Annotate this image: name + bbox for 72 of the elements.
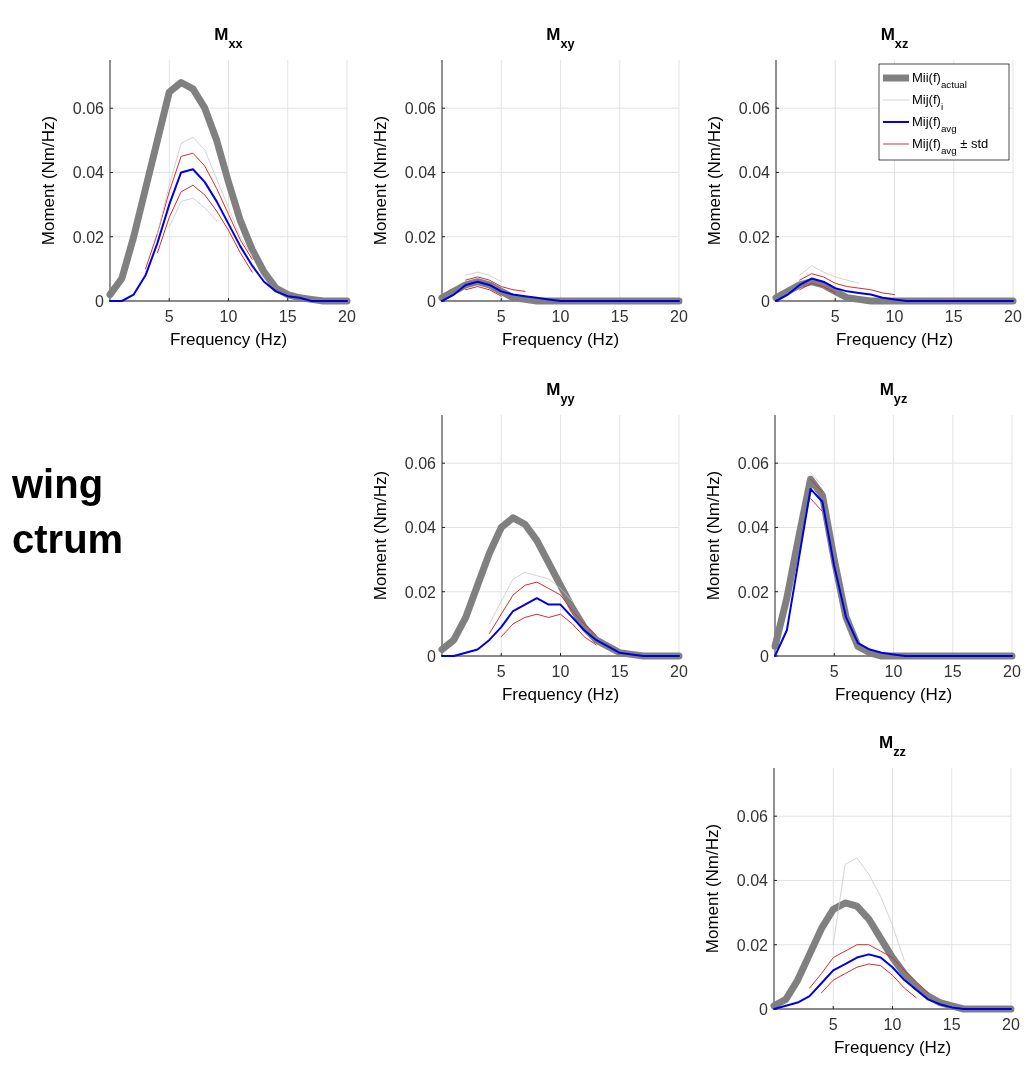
x-tick-label: 20 xyxy=(670,308,688,325)
x-tick-label: 10 xyxy=(219,308,238,325)
y-tick-label: 0.02 xyxy=(404,228,437,246)
x-tick-label: 15 xyxy=(944,308,963,325)
y-tick-label: 0.04 xyxy=(736,872,769,890)
chart-title: M$_{yy}$ xyxy=(546,380,576,406)
x-tick-label: 10 xyxy=(885,308,904,325)
x-tick-label: 20 xyxy=(1004,308,1022,325)
x-tick-label: 10 xyxy=(883,1016,902,1033)
y-tick-label: 0.02 xyxy=(736,936,769,954)
x-tick-label: 20 xyxy=(1002,1016,1020,1033)
legend-label: Mij(f)$_{i}$ xyxy=(912,92,944,112)
y-tick-label: 0.06 xyxy=(404,455,437,473)
y-tick-label: 0.02 xyxy=(737,583,770,601)
x-axis-title: Frequency (Hz) xyxy=(169,330,288,349)
x-tick-label: 5 xyxy=(164,308,174,325)
chart-title: M$_{xz}$ xyxy=(880,25,909,51)
x-tick-label: 5 xyxy=(829,663,839,680)
x-tick-label: 15 xyxy=(278,308,297,325)
y-tick-label: 0.04 xyxy=(737,519,770,537)
x-tick-label: 5 xyxy=(828,1016,838,1033)
x-axis-title: Frequency (Hz) xyxy=(834,685,953,704)
x-tick-label: 20 xyxy=(1003,663,1021,680)
y-tick-label: 0.02 xyxy=(72,228,105,246)
legend-label: Mij(f)$_{avg}$ xyxy=(912,114,957,134)
x-tick-label: 5 xyxy=(830,308,840,325)
y-axis-title: Moment (Nm/Hz) xyxy=(703,823,722,954)
x-tick-label: 15 xyxy=(610,663,629,680)
y-axis-title: Moment (Nm/Hz) xyxy=(371,470,390,601)
chart-title: M$_{yz}$ xyxy=(879,380,908,406)
x-tick-label: 20 xyxy=(338,308,356,325)
y-axis-title: Moment (Nm/Hz) xyxy=(371,115,390,246)
legend-label: Mij(f)$_{avg}$ ± std xyxy=(912,136,989,156)
y-tick-label: 0 xyxy=(761,293,771,310)
x-axis-title: Frequency (Hz) xyxy=(501,685,620,704)
y-tick-label: 0 xyxy=(427,293,437,310)
chart-title: M$_{xy}$ xyxy=(546,25,576,51)
chart-title: M$_{zz}$ xyxy=(879,733,906,759)
x-axis-title: Frequency (Hz) xyxy=(501,330,620,349)
x-axis-title: Frequency (Hz) xyxy=(833,1038,952,1057)
x-tick-label: 5 xyxy=(496,308,506,325)
y-axis-title: Moment (Nm/Hz) xyxy=(39,115,58,246)
y-axis-title: Moment (Nm/Hz) xyxy=(705,115,724,246)
y-tick-label: 0 xyxy=(759,1001,769,1018)
y-tick-label: 0.02 xyxy=(738,228,771,246)
chart-title: M$_{xx}$ xyxy=(214,25,243,51)
y-tick-label: 0.06 xyxy=(72,100,105,118)
x-tick-label: 5 xyxy=(496,663,506,680)
text: wing xyxy=(11,462,104,506)
x-tick-label: 10 xyxy=(884,663,903,680)
y-tick-label: 0.06 xyxy=(737,455,770,473)
x-axis-title: Frequency (Hz) xyxy=(835,330,954,349)
y-tick-label: 0.04 xyxy=(72,164,105,182)
y-tick-label: 0.02 xyxy=(404,583,437,601)
x-tick-label: 15 xyxy=(942,1016,961,1033)
x-tick-label: 15 xyxy=(943,663,962,680)
legend-label: Mii(f)$_{actual}$ xyxy=(912,70,967,90)
y-tick-label: 0.04 xyxy=(404,164,437,182)
x-tick-label: 15 xyxy=(610,308,629,325)
x-tick-label: 20 xyxy=(670,663,688,680)
y-tick-label: 0.04 xyxy=(738,164,771,182)
text: ctrum xyxy=(12,517,124,561)
y-tick-label: 0.04 xyxy=(404,519,437,537)
x-tick-label: 10 xyxy=(551,308,570,325)
y-tick-label: 0.06 xyxy=(404,100,437,118)
y-tick-label: 0 xyxy=(427,648,437,665)
y-tick-label: 0.06 xyxy=(738,100,771,118)
x-tick-label: 10 xyxy=(551,663,570,680)
y-tick-label: 0 xyxy=(760,648,770,665)
y-tick-label: 0.06 xyxy=(736,808,769,826)
y-axis-title: Moment (Nm/Hz) xyxy=(704,470,723,601)
y-tick-label: 0 xyxy=(95,293,105,310)
